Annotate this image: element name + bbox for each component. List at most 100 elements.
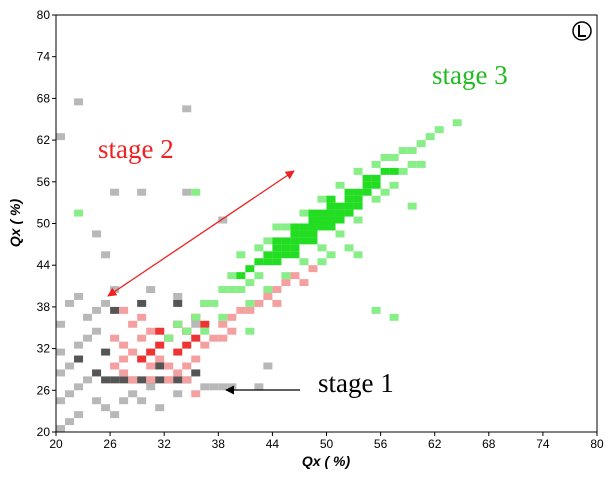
cell xyxy=(263,237,273,245)
cell xyxy=(191,320,201,328)
cell xyxy=(110,362,120,370)
cell xyxy=(155,376,165,384)
cell xyxy=(326,223,336,231)
cell xyxy=(137,313,147,321)
annotation: stage 2 xyxy=(98,134,174,164)
cell xyxy=(173,299,183,307)
cell xyxy=(227,313,237,321)
cell xyxy=(155,355,165,363)
cell xyxy=(281,279,291,287)
cell xyxy=(245,299,255,307)
cell xyxy=(317,223,327,231)
logo xyxy=(572,21,592,41)
cell xyxy=(182,362,192,370)
cell xyxy=(128,390,138,398)
cell xyxy=(74,383,84,391)
x-tick-label: 26 xyxy=(103,437,117,451)
cell xyxy=(263,293,273,300)
cell xyxy=(218,320,228,328)
cell xyxy=(299,279,309,287)
cell xyxy=(335,209,345,217)
cell xyxy=(218,313,228,321)
cell xyxy=(227,286,237,293)
cell xyxy=(308,223,318,231)
cell xyxy=(371,306,381,314)
cell xyxy=(353,202,363,210)
cell xyxy=(344,202,354,210)
cell xyxy=(380,167,390,175)
cell xyxy=(416,140,426,148)
cell xyxy=(137,334,147,342)
cell xyxy=(371,174,381,182)
cell xyxy=(110,376,120,384)
x-tick-label: 74 xyxy=(536,437,550,451)
cell xyxy=(290,244,300,252)
cell xyxy=(326,195,336,203)
cell xyxy=(263,258,273,266)
cell xyxy=(101,348,111,356)
cell xyxy=(92,397,102,405)
x-axis-label: Qx ( %) xyxy=(302,453,351,469)
cell xyxy=(254,244,264,252)
cell xyxy=(272,237,282,245)
x-tick-label: 56 xyxy=(374,437,388,451)
cell xyxy=(281,272,291,280)
cell xyxy=(290,251,300,259)
cell xyxy=(218,383,228,391)
cell xyxy=(119,397,129,405)
cell xyxy=(263,286,273,293)
cell xyxy=(164,376,174,384)
cell xyxy=(335,181,345,189)
cell xyxy=(146,327,156,335)
arrow xyxy=(107,170,295,297)
cell xyxy=(254,383,264,391)
cell xyxy=(209,334,219,342)
y-tick-label: 20 xyxy=(37,425,51,439)
cell xyxy=(272,286,282,293)
cell xyxy=(101,251,111,259)
cell xyxy=(362,181,372,189)
cell xyxy=(308,237,318,245)
cell xyxy=(263,251,273,259)
cell xyxy=(146,348,156,356)
y-tick-label: 50 xyxy=(37,217,51,231)
cell xyxy=(299,230,309,238)
cell xyxy=(245,327,255,335)
cell xyxy=(182,341,192,349)
x-tick-label: 44 xyxy=(266,437,280,451)
x-tick-label: 32 xyxy=(158,437,172,451)
cell xyxy=(335,230,345,238)
cell xyxy=(317,209,327,217)
cell xyxy=(317,258,327,266)
cell xyxy=(155,362,165,370)
cell xyxy=(236,306,246,314)
x-tick-label: 68 xyxy=(482,437,496,451)
cell xyxy=(317,244,327,252)
cell xyxy=(155,327,165,335)
cell xyxy=(344,209,354,217)
cell xyxy=(146,383,156,391)
cell xyxy=(227,272,237,280)
cell xyxy=(209,383,219,391)
cell xyxy=(335,202,345,210)
y-tick-label: 62 xyxy=(37,133,51,147)
x-tick-label: 50 xyxy=(320,437,334,451)
cell xyxy=(308,265,318,273)
cell xyxy=(281,223,291,231)
cell xyxy=(236,272,246,280)
cell xyxy=(191,334,201,342)
y-tick-label: 26 xyxy=(37,383,51,397)
cell xyxy=(218,216,228,224)
cell xyxy=(56,397,66,405)
cell xyxy=(407,147,417,154)
cell xyxy=(245,265,255,273)
cell xyxy=(407,160,417,168)
x-tick-label: 80 xyxy=(590,437,604,451)
cell xyxy=(137,376,147,384)
cell xyxy=(65,362,75,370)
cell xyxy=(200,299,210,307)
cell xyxy=(119,369,129,377)
cell xyxy=(254,299,264,307)
cell xyxy=(182,327,192,335)
cell xyxy=(218,334,228,342)
